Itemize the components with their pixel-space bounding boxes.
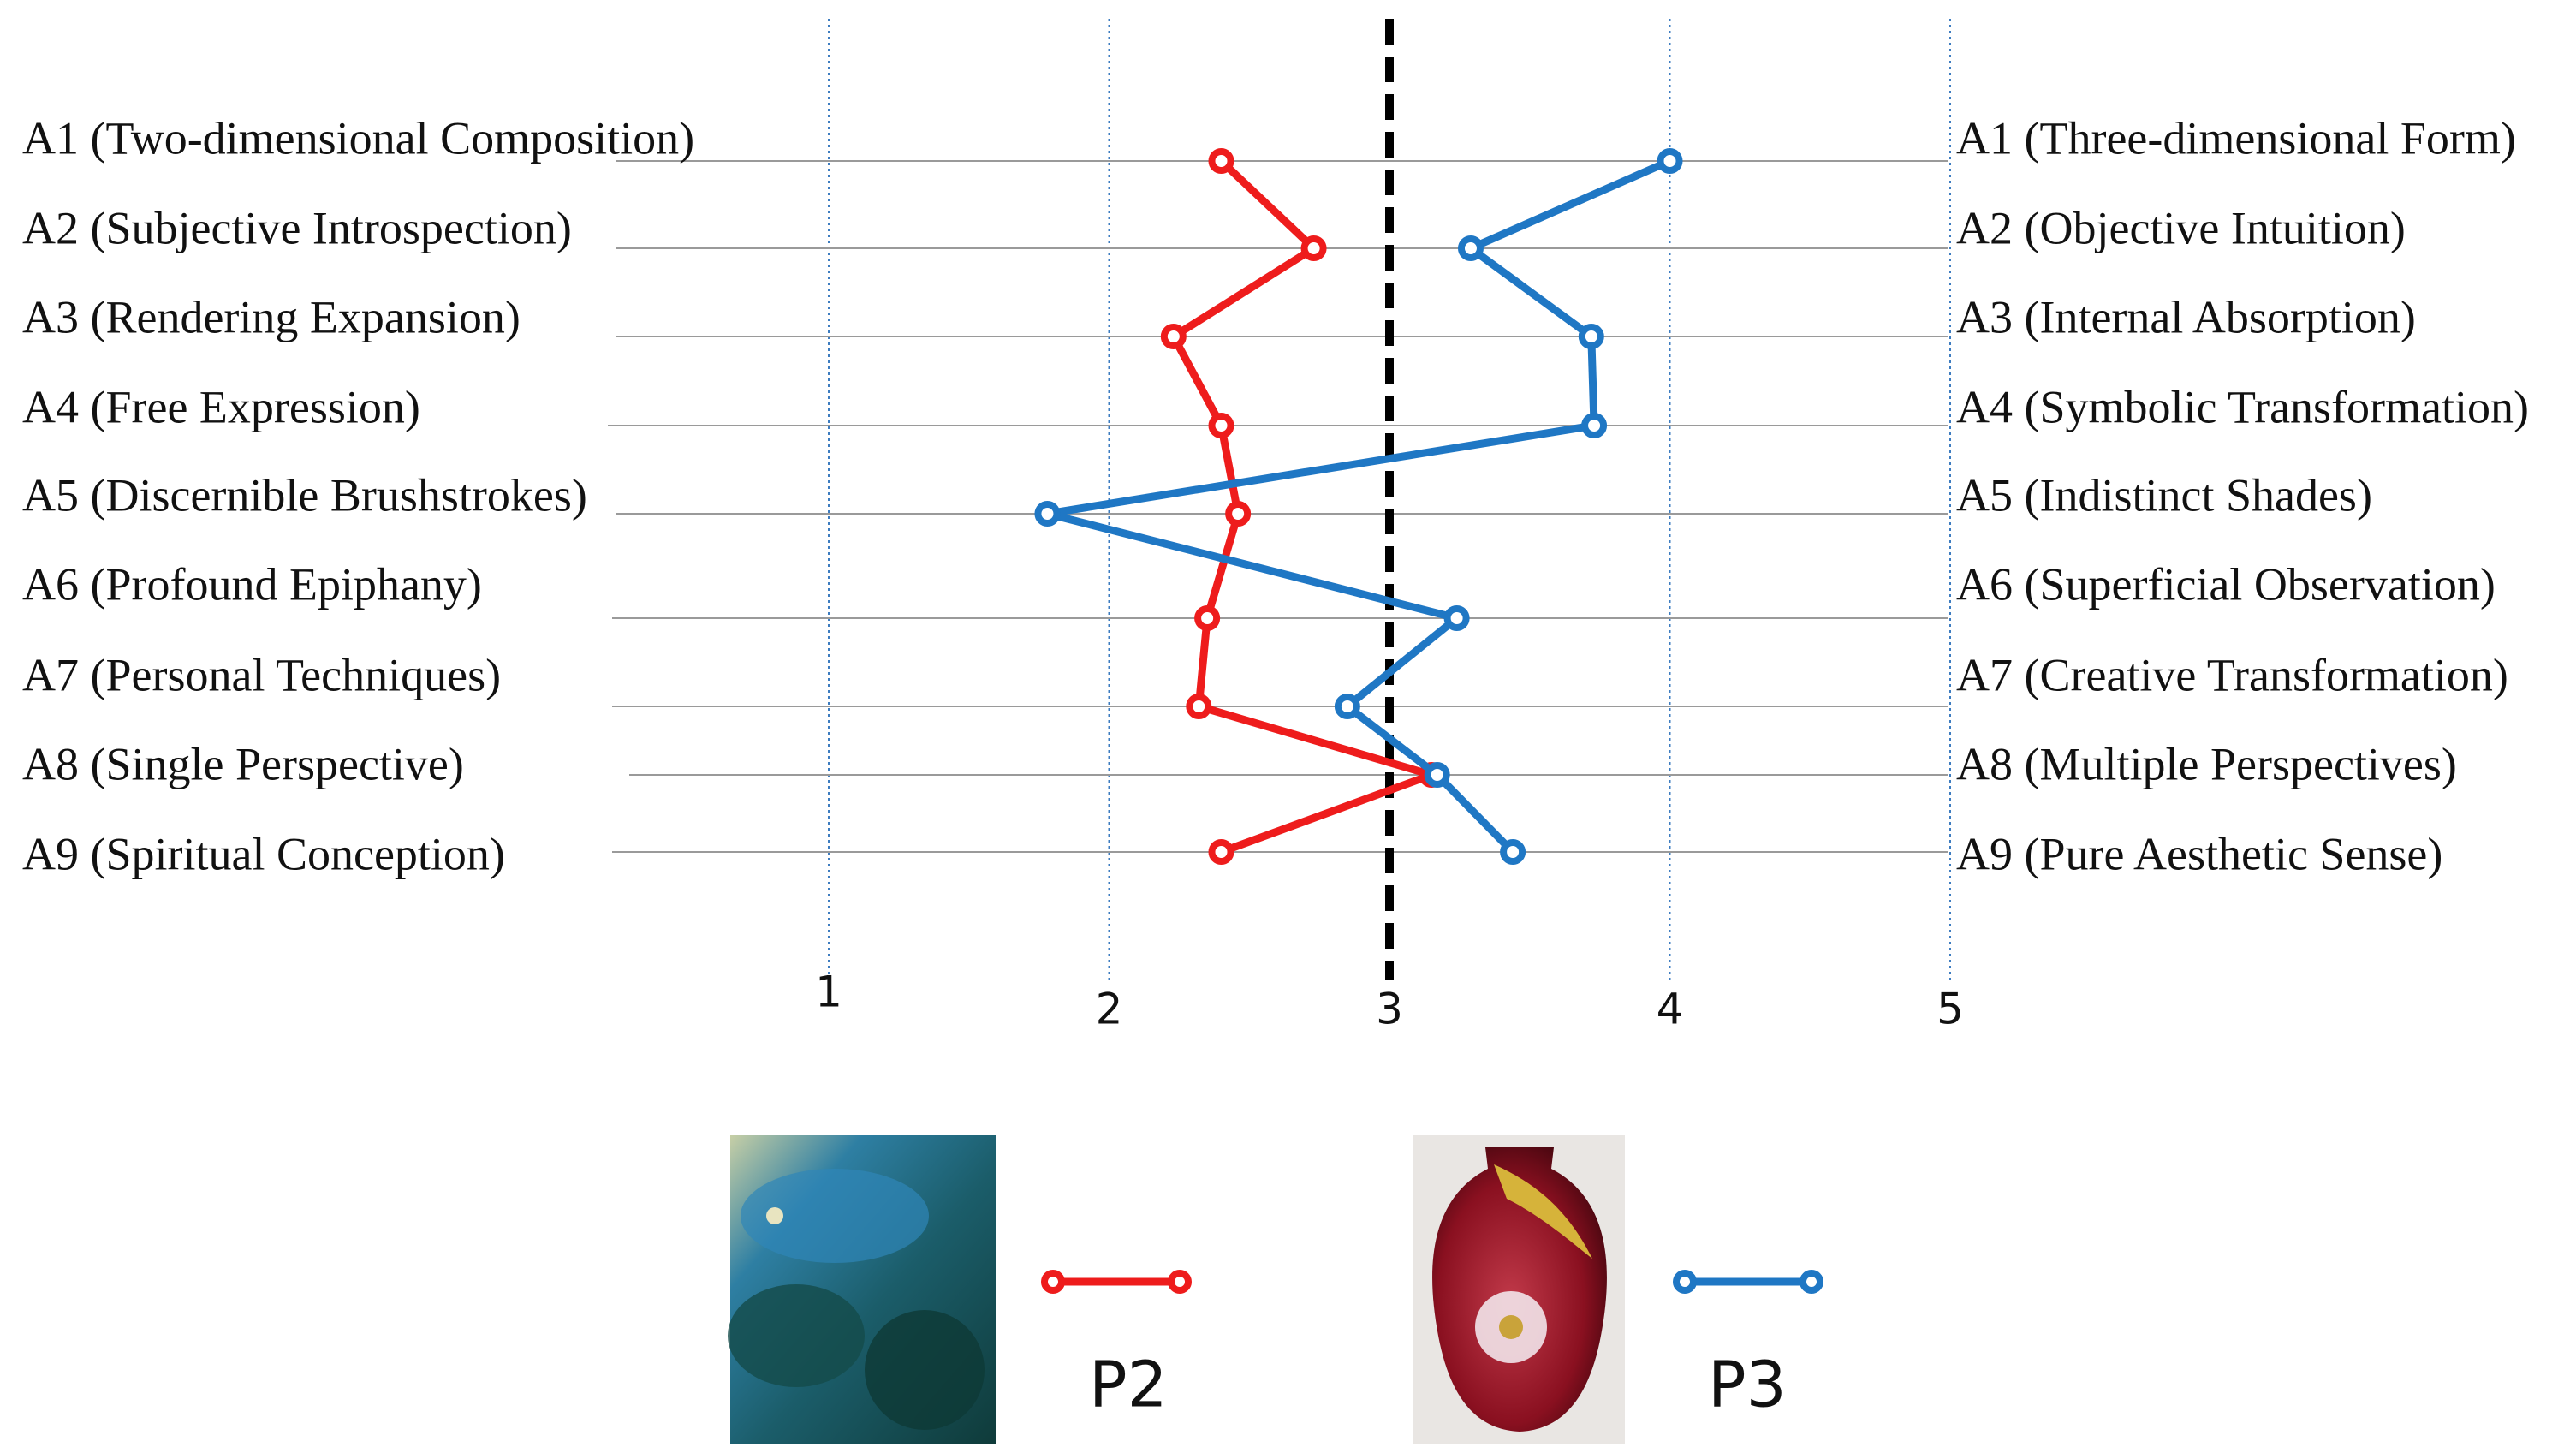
left-label-A2: A2 (Subjective Introspection) [22, 202, 572, 253]
right-label-A2: A2 (Objective Intuition) [1956, 202, 2406, 253]
left-label-A9: A9 (Spiritual Conception) [22, 828, 505, 879]
legend-marker-start-P3 [1673, 1270, 1697, 1294]
x-tick-2: 2 [1096, 985, 1123, 1034]
legend-marker-start-P2 [1041, 1270, 1065, 1294]
legend: P2 P3 [1041, 1270, 1823, 1422]
left-label-A8: A8 (Single Perspective) [22, 738, 464, 789]
series-line-P3 [1043, 157, 1674, 856]
x-tick-3: 3 [1376, 985, 1403, 1034]
legend-p3-image [1413, 1135, 1625, 1444]
point-P3-A8 [1424, 762, 1450, 788]
left-label-A4: A4 (Free Expression) [22, 381, 420, 432]
point-P3-A1 [1657, 148, 1683, 174]
point-P3-A6 [1443, 605, 1470, 631]
right-label-A3: A3 (Internal Absorption) [1956, 291, 2416, 342]
legend-marker-end-P2 [1168, 1270, 1192, 1294]
left-label-A5: A5 (Discernible Brushstrokes) [22, 469, 587, 521]
right-label-A6: A6 (Superficial Observation) [1956, 558, 2496, 610]
legend-marker-end-P3 [1800, 1270, 1823, 1294]
right-label-A7: A7 (Creative Transformation) [1956, 649, 2508, 700]
x-tick-labels: 1 2 3 4 5 [815, 968, 1964, 1034]
point-P3-A5 [1034, 501, 1061, 527]
point-P3-A2 [1457, 235, 1484, 261]
right-label-A9: A9 (Pure Aesthetic Sense) [1956, 828, 2442, 879]
right-label-A8: A8 (Multiple Perspectives) [1956, 738, 2457, 789]
left-label-A7: A7 (Personal Techniques) [22, 649, 501, 700]
row-lines [608, 160, 1948, 853]
point-P3-A3 [1578, 324, 1604, 349]
left-label-A3: A3 (Rendering Expansion) [22, 291, 521, 342]
left-label-A6: A6 (Profound Epiphany) [22, 558, 482, 610]
legend-label-P3: P3 [1708, 1349, 1787, 1422]
legend-label-P2: P2 [1089, 1349, 1168, 1422]
right-label-A1: A1 (Three-dimensional Form) [1956, 112, 2516, 164]
point-P2-A9 [1208, 839, 1234, 865]
legend-p2-image [728, 1135, 996, 1444]
right-attribute-labels: A1 (Three-dimensional Form) A2 (Objective… [1956, 112, 2529, 879]
series-lines [1034, 148, 1683, 865]
point-P2-A2 [1300, 235, 1327, 261]
point-P2-A3 [1160, 324, 1187, 349]
point-P3-A4 [1581, 413, 1608, 438]
point-P2-A4 [1208, 413, 1234, 438]
left-attribute-labels: A1 (Two-dimensional Composition) A2 (Subj… [22, 112, 694, 879]
point-P2-A7 [1186, 694, 1212, 719]
x-tick-4: 4 [1657, 985, 1684, 1034]
left-label-A1: A1 (Two-dimensional Composition) [22, 112, 694, 164]
point-P3-A9 [1500, 839, 1526, 865]
vertical-gridlines [828, 19, 1951, 980]
point-P2-A5 [1225, 501, 1252, 527]
point-P3-A7 [1334, 694, 1360, 719]
x-tick-1: 1 [815, 968, 842, 1017]
point-P2-A1 [1208, 148, 1234, 174]
x-tick-5: 5 [1936, 985, 1964, 1034]
point-P2-A6 [1194, 605, 1221, 631]
right-label-A5: A5 (Indistinct Shades) [1956, 469, 2372, 521]
right-label-A4: A4 (Symbolic Transformation) [1956, 381, 2529, 432]
